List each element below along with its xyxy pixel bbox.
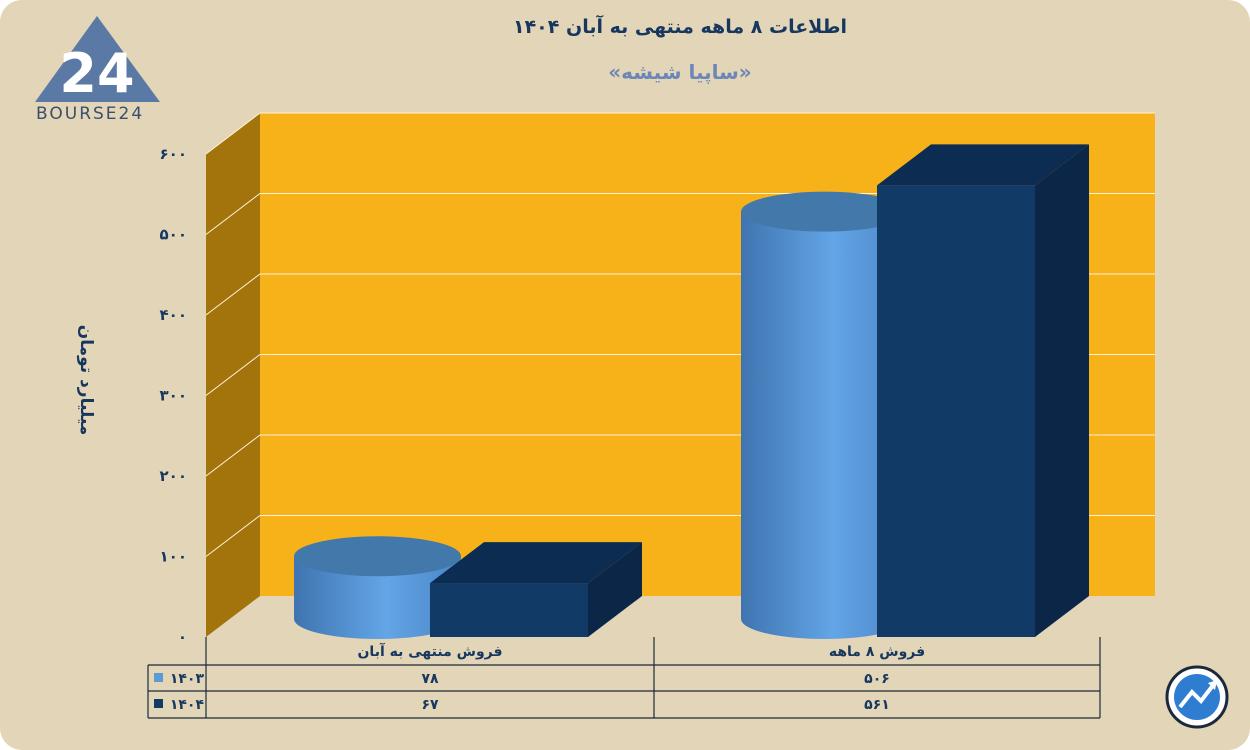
data-value-label: ۵۰۶ xyxy=(864,671,890,687)
data-table: فروش منتهی به آبان فروش ۸ ماهه ۱۴۰۳ ۷۸ ۵۰۶ ۱۴… xyxy=(147,637,1101,719)
bar-1404-top xyxy=(430,542,642,584)
y-tick-label: ۳۰۰ xyxy=(160,387,187,405)
bar-1404-top xyxy=(877,144,1089,186)
logo-mark: 24 xyxy=(59,42,134,105)
legend-key-1 xyxy=(154,699,163,708)
logo-text: BOURSE24 xyxy=(36,104,145,124)
bar-1403-top xyxy=(741,191,908,232)
bars xyxy=(294,144,1089,640)
y-axis-ticks: ۰ ۱۰۰ ۲۰۰ ۳۰۰ ۴۰۰ ۵۰۰ ۶۰۰ xyxy=(160,145,187,646)
logo-icon: 24 xyxy=(35,16,160,105)
y-axis-label: میلیارد تومان xyxy=(76,324,96,436)
y-tick-label: ۱۰۰ xyxy=(160,548,187,566)
chart-title: اطلاعات ۸ ماهه منتهی به آبان ۱۴۰۴ xyxy=(512,16,848,38)
bar-1403-body xyxy=(294,556,461,639)
bar-1403-body xyxy=(741,211,908,640)
series-name-label: ۱۴۰۳ xyxy=(170,671,205,687)
y-tick-label: ۲۰۰ xyxy=(160,467,187,485)
data-value-label: ۵۶۱ xyxy=(864,697,890,713)
y-tick-label: ۶۰۰ xyxy=(160,145,187,163)
trend-arrow-icon xyxy=(1165,665,1229,729)
x-category-label: فروش منتهی به آبان xyxy=(357,642,502,660)
bar-1404-front xyxy=(877,185,1035,637)
bar-1404-side xyxy=(588,542,642,637)
x-category-label: فروش ۸ ماهه xyxy=(829,644,925,660)
legend-key-0 xyxy=(154,673,163,682)
bar-1403-top xyxy=(294,536,461,577)
bar-1404-front xyxy=(430,583,588,637)
y-tick-label: ۰ xyxy=(178,628,187,646)
data-value-label: ۶۷ xyxy=(421,697,439,713)
y-tick-label: ۵۰۰ xyxy=(160,226,187,244)
y-tick-label: ۴۰۰ xyxy=(160,306,187,324)
data-value-label: ۷۸ xyxy=(421,671,439,687)
gridline xyxy=(205,112,1155,155)
chart-subtitle: «ساپیا شیشه» xyxy=(608,60,752,84)
bar-1404-side xyxy=(1035,144,1089,637)
series-name-label: ۱۴۰۴ xyxy=(170,697,205,713)
